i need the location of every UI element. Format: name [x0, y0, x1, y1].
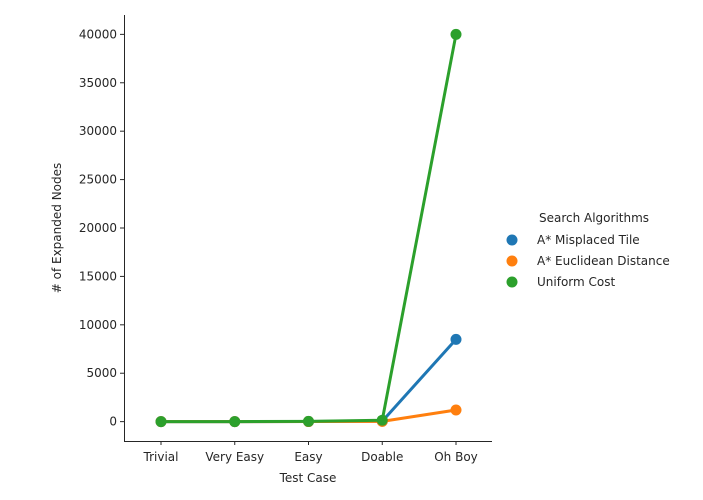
x-ticks: Trivial Very Easy Easy Doable Oh Boy	[143, 441, 478, 464]
y-tick-label: 5000	[86, 366, 117, 380]
series-line	[159, 337, 458, 424]
y-tick-label: 20000	[79, 221, 117, 235]
y-tick-label: 30000	[79, 124, 117, 138]
legend-label: A* Euclidean Distance	[537, 254, 670, 268]
x-axis-title: Test Case	[279, 471, 337, 485]
series-line	[159, 32, 458, 424]
data-point	[229, 416, 241, 428]
legend-title: Search Algorithms	[539, 211, 649, 225]
y-tick-label: 35000	[79, 76, 117, 90]
y-tick-label: 25000	[79, 173, 117, 187]
legend-marker	[506, 234, 518, 246]
y-axis-title: # of Expanded Nodes	[50, 163, 64, 294]
data-point	[450, 404, 462, 416]
x-tick-label: Doable	[361, 450, 403, 464]
x-tick-label: Easy	[294, 450, 322, 464]
data-point	[155, 416, 167, 428]
data-point	[376, 414, 388, 426]
legend: Search Algorithms A* Misplaced Tile A* Eu…	[506, 211, 670, 289]
legend-marker	[506, 276, 518, 288]
legend-label: A* Misplaced Tile	[537, 233, 640, 247]
data-point	[450, 333, 462, 345]
legend-items: A* Misplaced Tile A* Euclidean Distance Un…	[506, 233, 670, 289]
x-tick-label: Very Easy	[205, 450, 264, 464]
series-layer	[155, 28, 462, 428]
data-point	[450, 28, 462, 40]
y-tick-label: 15000	[79, 269, 117, 283]
y-ticks: 0 5000 10000 15000 20000 25000 30000 35000 40000	[79, 27, 124, 429]
x-tick-label: Trivial	[143, 450, 179, 464]
legend-label: Uniform Cost	[537, 275, 615, 289]
y-tick-label: 0	[109, 415, 117, 429]
data-point	[303, 415, 314, 427]
series-2	[155, 28, 462, 428]
y-tick-label: 40000	[79, 27, 117, 41]
x-tick-label: Oh Boy	[434, 450, 478, 464]
y-tick-label: 10000	[79, 318, 117, 332]
series-0	[155, 333, 462, 428]
legend-marker	[506, 255, 518, 267]
axes	[124, 15, 492, 442]
